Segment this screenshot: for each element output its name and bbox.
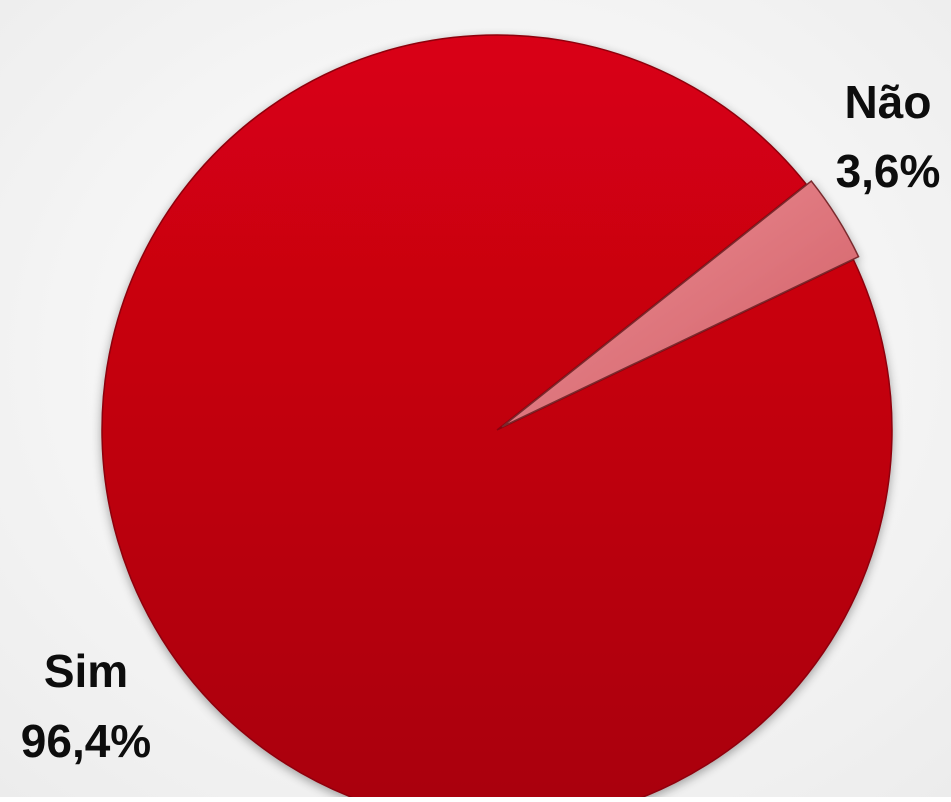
pie-slice-nao (501, 179, 860, 428)
slice-value-nao: 3,6% (836, 145, 941, 197)
slice-label-nao: Não (845, 76, 932, 128)
slice-value-sim: 96,4% (21, 715, 151, 767)
pie-slice-sim (101, 34, 893, 802)
slice-label-sim: Sim (44, 645, 128, 697)
pie-slices (101, 34, 893, 802)
